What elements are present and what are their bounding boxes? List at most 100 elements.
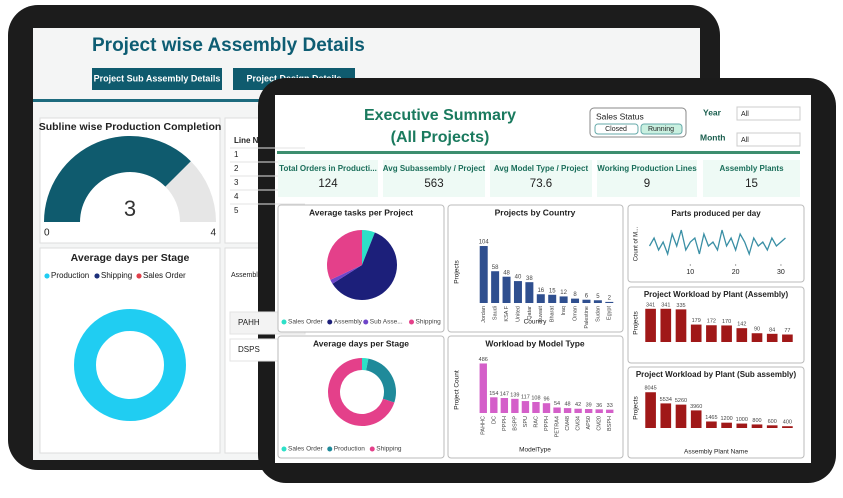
- bar: [675, 404, 687, 428]
- y-axis-label: Project Count: [454, 370, 461, 410]
- bar: [500, 398, 509, 413]
- bar: [690, 324, 702, 342]
- data-label: 170: [722, 319, 731, 325]
- bar: [782, 334, 793, 342]
- slicer-option-label[interactable]: Closed: [605, 126, 627, 133]
- x-tick-label: SPU: [523, 416, 529, 427]
- data-label: 54: [554, 401, 560, 407]
- y-axis-label: Projects: [633, 311, 640, 335]
- bar: [521, 401, 530, 413]
- legend-dot: [327, 319, 333, 325]
- bar: [605, 301, 614, 303]
- x-axis-label: Assembly Plant Name: [684, 449, 748, 456]
- table-cell: 3: [234, 178, 239, 187]
- table-cell: 1: [234, 150, 239, 159]
- data-label: 341: [646, 302, 655, 308]
- chart-title: Parts produced per day: [671, 209, 761, 218]
- data-label: 38: [526, 276, 533, 282]
- slice: [74, 309, 186, 421]
- bar: [479, 363, 487, 413]
- x-tick-label: PETRA4: [554, 416, 560, 437]
- bar: [706, 325, 717, 342]
- bar: [582, 299, 591, 303]
- table-cell: DSPS: [238, 345, 260, 354]
- data-label: 8: [573, 292, 577, 298]
- legend-label: Sales Order: [143, 271, 186, 280]
- data-label: 16: [537, 288, 544, 294]
- dropdown-value[interactable]: All: [741, 137, 749, 144]
- y-axis-label: Count of M...: [634, 226, 640, 261]
- table-header: Line No: [234, 136, 263, 145]
- bar: [542, 403, 551, 413]
- kpi-label: Assembly Plants: [719, 164, 784, 173]
- data-label: 1200: [720, 416, 732, 422]
- divider: [277, 151, 800, 154]
- data-label: 142: [737, 322, 746, 328]
- legend-dot: [94, 273, 100, 279]
- legend-label: Production: [51, 271, 89, 280]
- data-label: 1000: [736, 417, 748, 423]
- x-tick-label: United: [515, 306, 521, 322]
- chart-title: Project Workload by Plant (Sub assembly): [636, 370, 797, 379]
- kpi-card: [597, 160, 697, 197]
- bar: [574, 408, 582, 413]
- bar: [491, 271, 500, 303]
- bar: [645, 308, 656, 342]
- data-label: 3960: [690, 404, 702, 410]
- kpi-label: Total Orders in Producti...: [279, 164, 377, 173]
- dropdown[interactable]: [736, 106, 801, 121]
- gauge-fill: [44, 135, 191, 222]
- bar: [606, 409, 614, 413]
- x-tick-label: PPPH: [544, 416, 550, 431]
- slicer-option-label[interactable]: Running: [648, 126, 674, 133]
- table-cell: 5: [234, 206, 239, 215]
- bar: [766, 425, 778, 428]
- slicer-title: Sales Status: [596, 111, 644, 121]
- data-label: 90: [754, 327, 760, 333]
- table-cell: 2: [234, 164, 239, 173]
- panel: [627, 366, 805, 459]
- data-label: 335: [676, 303, 685, 309]
- data-label: 36: [596, 403, 602, 409]
- legend-dot: [363, 319, 369, 325]
- bar: [645, 392, 656, 428]
- x-tick-label: PAHHC: [481, 416, 487, 435]
- x-tick-label: Jordan: [481, 306, 487, 323]
- x-tick-label: 10: [686, 269, 694, 276]
- slice: [327, 358, 395, 426]
- slicer-option[interactable]: [640, 123, 683, 135]
- data-label: 15: [549, 288, 556, 294]
- x-tick-label: Palestine: [584, 306, 590, 329]
- bar: [660, 308, 672, 342]
- kpi-card: [703, 160, 800, 197]
- data-label: 96: [543, 397, 549, 403]
- x-tick-label: DC: [491, 416, 497, 424]
- chart-title: Average days per Stage: [313, 338, 409, 348]
- filter-label: Year: [703, 107, 722, 117]
- data-label: 48: [503, 270, 510, 276]
- chart-title: Project Workload by Plant (Assembly): [644, 290, 789, 299]
- bar: [479, 246, 488, 303]
- x-tick-label: Iraq: [561, 306, 567, 315]
- button[interactable]: [92, 68, 222, 90]
- dropdown[interactable]: [736, 132, 801, 147]
- x-tick-label: Saudi: [493, 306, 499, 320]
- data-label: 147: [500, 391, 509, 397]
- kpi-label: Working Production Lines: [597, 164, 697, 173]
- x-tick-label: AP50: [586, 416, 592, 429]
- data-label: 400: [783, 420, 792, 426]
- bar: [782, 426, 793, 428]
- legend-label: Shipping: [101, 271, 132, 280]
- button-label[interactable]: Project Sub Assembly Details: [94, 73, 221, 83]
- bar: [736, 328, 748, 342]
- panel: [627, 286, 805, 364]
- legend-label: Shipping: [376, 446, 402, 453]
- bar: [490, 397, 498, 413]
- slicer-option[interactable]: [594, 123, 639, 135]
- legend-label: Sales Order: [143, 271, 186, 280]
- legend-dot: [327, 446, 333, 452]
- dropdown-value[interactable]: All: [741, 111, 749, 118]
- panel-title: Average days per Stage: [71, 252, 190, 264]
- legend-dot: [281, 319, 287, 325]
